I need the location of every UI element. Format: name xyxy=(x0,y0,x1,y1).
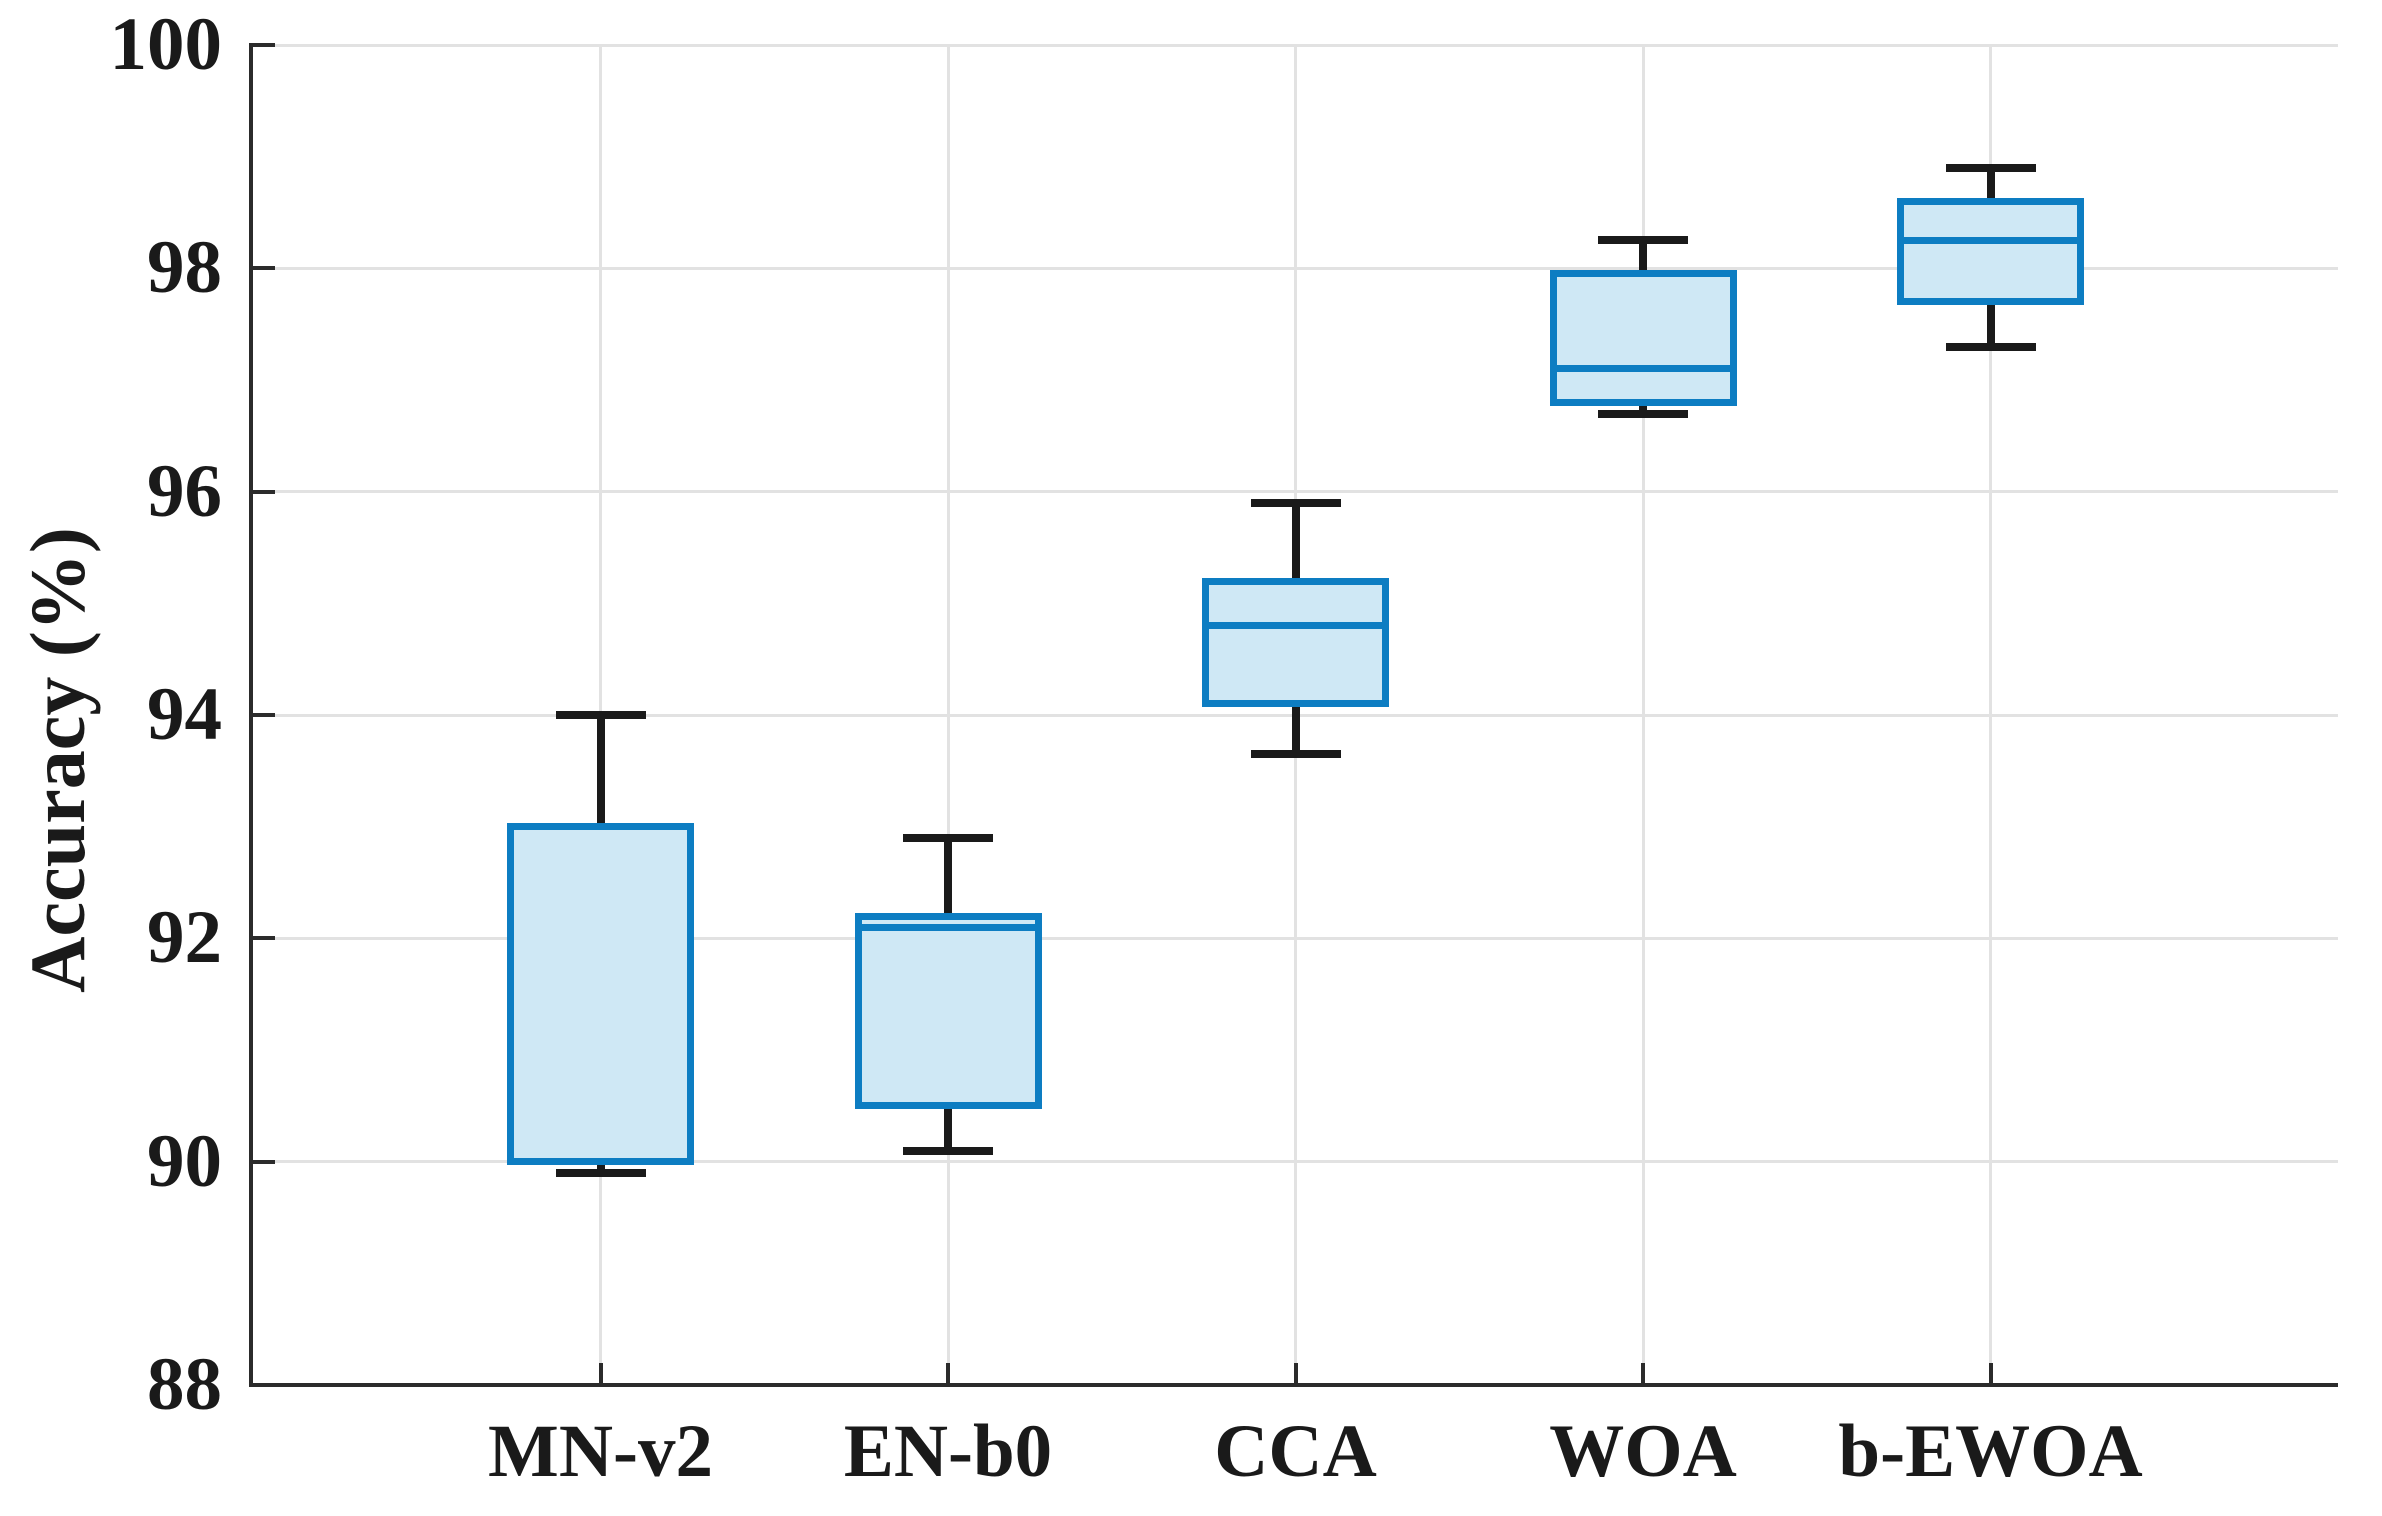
y-axis-line xyxy=(249,43,253,1387)
y-tick-label: 96 xyxy=(147,449,222,533)
plot-area xyxy=(253,43,2338,1387)
median-WOA xyxy=(1549,365,1737,373)
whisker-cap-lower xyxy=(1250,750,1341,759)
whisker-upper xyxy=(1639,240,1647,274)
x-tick-mark xyxy=(1988,1363,1993,1385)
x-axis-line xyxy=(249,1383,2338,1387)
x-tick-label: MN-v2 xyxy=(488,1410,713,1493)
gridline-vertical xyxy=(1989,45,1992,1385)
x-tick-mark xyxy=(1293,1363,1298,1385)
box-EN-b0 xyxy=(854,912,1042,1110)
y-tick-label: 94 xyxy=(147,673,222,756)
whisker-upper xyxy=(944,837,952,916)
x-tick-label: CCA xyxy=(1214,1410,1377,1493)
y-tick-mark xyxy=(253,266,275,271)
box-WOA xyxy=(1549,270,1737,406)
y-tick-label: 100 xyxy=(109,3,223,86)
y-tick-label: 90 xyxy=(147,1119,222,1203)
whisker-cap-upper xyxy=(1945,163,2036,172)
whisker-cap-upper xyxy=(555,711,646,719)
y-tick-mark xyxy=(253,713,275,717)
whisker-cap-lower xyxy=(903,1146,993,1155)
whisker-cap-upper xyxy=(903,833,993,842)
whisker-cap-lower xyxy=(555,1168,646,1177)
y-tick-label: 88 xyxy=(147,1343,222,1426)
y-tick-label: 92 xyxy=(147,896,222,980)
y-tick-mark xyxy=(253,43,275,47)
gridline-vertical xyxy=(1641,45,1645,1385)
gridline-vertical xyxy=(946,45,950,1385)
median-EN-b0 xyxy=(854,923,1042,931)
x-tick-label: WOA xyxy=(1549,1410,1737,1493)
whisker-upper xyxy=(596,715,605,827)
whisker-cap-upper xyxy=(1250,498,1341,507)
whisker-lower xyxy=(944,1105,952,1151)
whisker-lower xyxy=(596,1161,605,1173)
box-MN-v2 xyxy=(507,823,694,1166)
box-CCA xyxy=(1202,577,1389,708)
median-b-EWOA xyxy=(1897,236,2084,244)
median-MN-v2 xyxy=(507,1158,694,1166)
whisker-upper xyxy=(1986,167,1995,202)
whisker-cap-upper xyxy=(1598,236,1688,245)
x-tick-mark xyxy=(946,1363,950,1385)
box-b-EWOA xyxy=(1897,197,2084,306)
whisker-cap-lower xyxy=(1945,342,2036,351)
x-tick-label: EN-b0 xyxy=(843,1410,1053,1493)
whisker-lower xyxy=(1986,301,1995,347)
whisker-lower xyxy=(1639,402,1647,414)
x-tick-mark xyxy=(598,1363,603,1385)
x-tick-label: b-EWOA xyxy=(1838,1410,2143,1493)
whisker-lower xyxy=(1291,703,1300,755)
whisker-cap-lower xyxy=(1598,409,1688,418)
x-tick-mark xyxy=(1641,1363,1645,1385)
y-tick-label: 98 xyxy=(147,226,222,310)
y-tick-mark xyxy=(253,1159,275,1164)
y-tick-mark xyxy=(253,489,275,494)
y-tick-mark xyxy=(253,936,275,941)
median-CCA xyxy=(1202,622,1389,630)
whisker-upper xyxy=(1291,502,1300,581)
